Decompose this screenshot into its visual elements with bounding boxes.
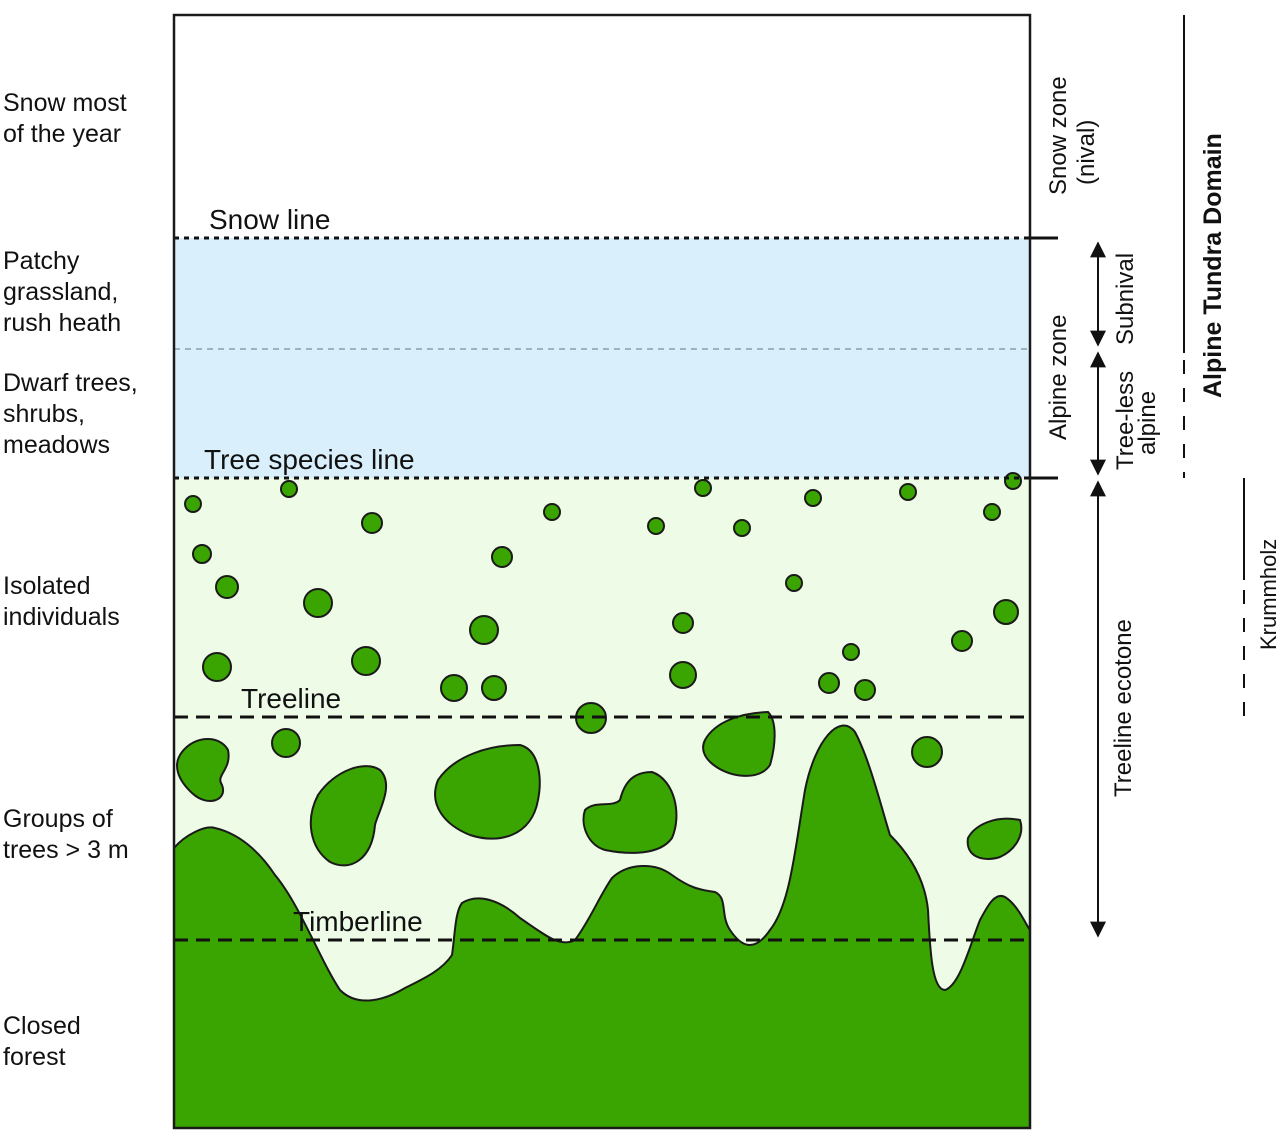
treeless-label: Tree-less	[1112, 371, 1139, 470]
tree-dot	[469, 615, 499, 645]
tree-dot	[361, 512, 383, 534]
label-isolated-individuals: Isolated individuals	[3, 572, 120, 631]
tree-dot	[351, 646, 381, 676]
tree-dot	[303, 588, 333, 618]
tree-dot	[215, 575, 239, 599]
tree-group	[176, 738, 230, 803]
tree-dot	[993, 599, 1019, 625]
tree-group	[434, 743, 541, 840]
label-closed-forest: Closed forest	[3, 1012, 81, 1071]
tree-dot	[899, 483, 917, 501]
tree-dot	[983, 503, 1001, 521]
alpine-label: alpine	[1134, 391, 1161, 455]
tree-dot	[184, 495, 202, 513]
tree-dot	[280, 480, 298, 498]
tree-dot	[804, 489, 822, 507]
isolated-trees	[184, 472, 1022, 768]
tree-dot	[951, 630, 973, 652]
tree-dot	[785, 574, 803, 592]
closed-forest-area	[173, 724, 1031, 1129]
tree-dot	[694, 479, 712, 497]
label-dwarf-trees: Dwarf trees, shrubs, meadows	[3, 369, 138, 459]
tree-dot	[440, 674, 468, 702]
diagram-frame	[172, 13, 1032, 1130]
tree-dot	[854, 679, 876, 701]
alpine-zone-label: Alpine zone	[1045, 315, 1072, 440]
tree-dot	[669, 661, 697, 689]
tree-group	[702, 710, 776, 777]
tree-group	[309, 765, 388, 867]
snow-line-label: Snow line	[209, 204, 330, 235]
tree-dot	[842, 643, 860, 661]
tree-dot	[647, 517, 665, 535]
tree-dot	[202, 652, 232, 682]
tree-group	[582, 770, 678, 854]
label-groups-of-trees: Groups of trees > 3 m	[3, 805, 129, 864]
alpine-zone-band	[174, 238, 1030, 478]
label-snow-most-of-year: Snow most of the year	[3, 89, 127, 148]
tree-dot	[271, 728, 301, 758]
tree-dot	[192, 544, 212, 564]
tree-dot	[1004, 472, 1022, 490]
subnival-label: Subnival	[1112, 253, 1139, 345]
tree-group	[966, 817, 1023, 860]
tree-species-line-label: Tree species line	[204, 444, 415, 475]
nival-label: (nival)	[1073, 120, 1100, 185]
label-patchy-grassland: Patchy grassland, rush heath	[3, 247, 122, 337]
alpine-tundra-domain-label: Alpine Tundra Domain	[1199, 133, 1227, 398]
krummholz-label: Krummholz	[1256, 539, 1281, 650]
treeline-ecotone-label: Treeline ecotone	[1110, 619, 1137, 797]
tree-dot	[818, 672, 840, 694]
tree-dot	[911, 736, 943, 768]
tree-dot	[491, 546, 513, 568]
treeline-label: Treeline	[241, 683, 341, 714]
snow-zone-label: Snow zone	[1045, 76, 1072, 195]
tree-dot	[481, 675, 507, 701]
timberline-label: Timberline	[293, 906, 423, 937]
tree-dot	[733, 519, 751, 537]
tree-groups	[176, 710, 1023, 867]
snow-zone-band	[174, 15, 1030, 238]
tree-dot	[543, 503, 561, 521]
tree-dot	[672, 612, 694, 634]
